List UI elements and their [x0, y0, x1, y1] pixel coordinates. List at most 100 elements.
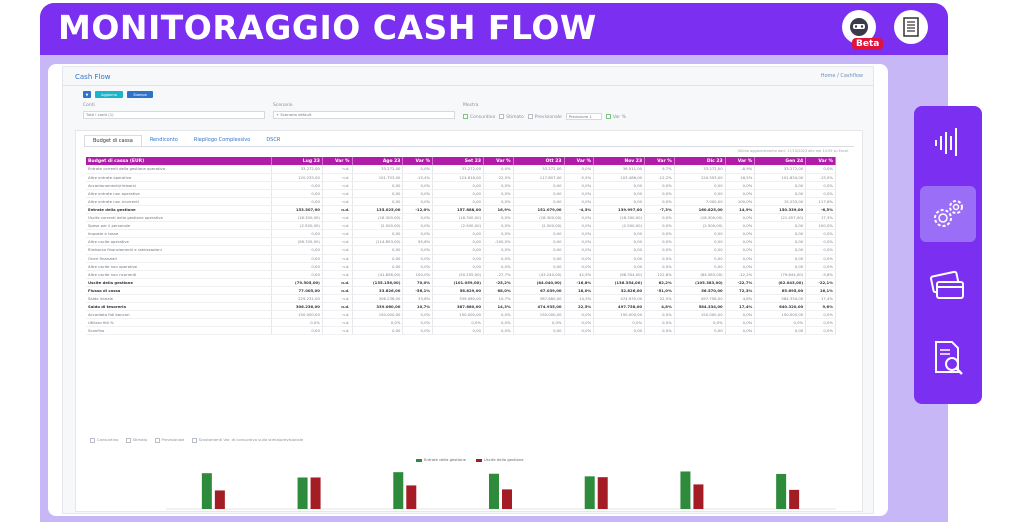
- table-row[interactable]: Altre uscite non ricorrenti 0,00 n.d. (41.8…: [86, 270, 836, 279]
- gears-icon[interactable]: [920, 186, 976, 242]
- table-row[interactable]: Altre uscite non operative 0,00 n.d. 0,00 0,…: [86, 262, 836, 271]
- value-cell: 497.758,00: [674, 294, 726, 304]
- bar-entrate[interactable]: [584, 476, 595, 509]
- var-cell: 0,0%: [725, 213, 756, 223]
- table-row[interactable]: Uscite della gestione (79.505,00) n.d. (135…: [86, 278, 836, 287]
- previsionale-check[interactable]: Previsionale: [527, 113, 562, 120]
- var-cell: n.d.: [322, 237, 353, 247]
- report-search-icon[interactable]: [920, 330, 976, 386]
- value-cell: 0,00: [271, 270, 323, 279]
- bottom-check-previsionale[interactable]: Previsionale: [154, 437, 184, 443]
- tab-rendiconto[interactable]: Rendiconto: [149, 137, 178, 143]
- value-cell: 150.000,00: [513, 310, 565, 320]
- credit-cards-icon[interactable]: [920, 258, 976, 314]
- table-header-cell: Set 23: [432, 157, 484, 165]
- table-row[interactable]: Altre entrate operative 120.235,00 n.d. 101…: [86, 173, 836, 182]
- tab-riepilogo-complessivo[interactable]: Riepilogo Complessivo: [193, 137, 251, 143]
- table-row[interactable]: Accantonamenti/rimborsi 0,00 n.d. 0,00 0,0% 0…: [86, 181, 836, 190]
- value-cell: 0,00: [674, 189, 726, 198]
- bottom-check-consuntivo[interactable]: Consuntivo: [90, 437, 118, 443]
- var-cell: 0,0%: [402, 197, 434, 206]
- bottom-check-scostamenti[interactable]: Scostamenti Var. di consuntivo sulla sti…: [191, 437, 303, 443]
- row-label: Entrate correnti della gestione operativ…: [86, 165, 273, 174]
- tab-dscr[interactable]: DSCR: [266, 137, 281, 143]
- table-row[interactable]: Spese per il personale (2.500,00) n.d. (2.5…: [86, 221, 836, 231]
- bar-uscite[interactable]: [406, 485, 417, 509]
- table-row[interactable]: Entrate della gestione 153.507,00 n.d. 135.…: [86, 205, 836, 215]
- var-cell: 0,0%: [805, 310, 836, 320]
- var-cell: 14,9%: [725, 205, 756, 215]
- table-row[interactable]: Saldo di tesoreria 306.236,00 n.d. 339.060,…: [86, 302, 836, 312]
- bar-entrate[interactable]: [297, 477, 308, 509]
- consuntivo-check[interactable]: Consuntivo: [463, 113, 495, 120]
- var-cell: 0,0%: [725, 189, 756, 198]
- stampa-button[interactable]: Stampa: [127, 91, 153, 98]
- bar-entrate[interactable]: [393, 472, 404, 509]
- value-cell: 0,00: [513, 254, 565, 263]
- var-check[interactable]: Var %: [605, 113, 626, 120]
- table-row[interactable]: Utilizzo fidi % 0,0% n.d. 0,0% 0,0% 0,0% 0,0% 0…: [86, 318, 836, 328]
- value-cell: (58.705,00): [271, 237, 323, 247]
- var-cell: 0,0%: [402, 262, 434, 271]
- value-cell: 0,00: [432, 189, 484, 198]
- value-cell: 0,00: [432, 326, 484, 336]
- table-row[interactable]: Altre entrate non ricorrenti 0,00 n.d. 0,00…: [86, 197, 836, 206]
- var-cell: 0,0%: [402, 254, 434, 263]
- value-cell: 0,00: [674, 326, 726, 336]
- value-cell: (30.255,00): [432, 270, 484, 279]
- side-panel: [914, 106, 982, 404]
- table-row[interactable]: Flusso di cassa 77.005,00 n.d. 33.826,00 -56…: [86, 286, 836, 296]
- var-cell: 0,0%: [483, 326, 514, 336]
- stimato-check[interactable]: Stimato: [499, 113, 524, 120]
- bar-uscite[interactable]: [693, 484, 704, 509]
- var-cell: 0,0%: [402, 213, 434, 223]
- bar-uscite[interactable]: [502, 489, 512, 509]
- bottom-check-stimato[interactable]: Stimato: [125, 437, 147, 443]
- value-cell: 0,00: [432, 262, 484, 271]
- table-header-cell: Var %: [644, 157, 675, 165]
- var-cell: -16,8%: [564, 278, 595, 287]
- value-cell: 0,00: [754, 229, 807, 239]
- bars-icon[interactable]: [920, 114, 976, 170]
- var-cell: n.d.: [322, 245, 353, 255]
- bar-entrate[interactable]: [489, 473, 499, 509]
- var-cell: -51,0%: [644, 286, 675, 296]
- scenario-select[interactable]: + Scenario default: [273, 111, 455, 119]
- breadcrumb[interactable]: Home / Cashflow: [820, 73, 863, 79]
- bar-uscite[interactable]: [310, 477, 321, 509]
- legend-entrate[interactable]: Entrate della gestione: [416, 457, 466, 462]
- table-row[interactable]: Imposte e tasse 0,00 n.d. 0,00 0,0% 0,00 0,0% 0…: [86, 229, 836, 239]
- value-cell: 0,00: [513, 229, 565, 239]
- conti-select[interactable]: Tutti i conti (1): [83, 111, 265, 119]
- bar-entrate[interactable]: [680, 471, 691, 509]
- table-row[interactable]: Rimborso finanziamenti e rateizzazioni 0,…: [86, 245, 836, 255]
- table-row[interactable]: Altre entrate non operative 0,00 n.d. 0,00 0…: [86, 189, 836, 198]
- legend-uscite[interactable]: Uscite della gestione: [475, 457, 524, 462]
- value-cell: 135.025,00: [352, 205, 404, 215]
- table-row[interactable]: Saldo iniziale 229.231,00 n.d. 306.236,00 33…: [86, 294, 836, 304]
- var-cell: n.d.: [322, 173, 353, 182]
- previsione-select[interactable]: Previsione 1: [565, 113, 602, 120]
- table-row[interactable]: Accordato fidi bancari 150.000,00 n.d. 150.…: [86, 310, 836, 320]
- table-row[interactable]: Uscite correnti della gestione operativa…: [86, 213, 836, 223]
- aggiorna-button[interactable]: Aggiorna: [95, 91, 123, 98]
- table-row[interactable]: Oneri finanziari 0,00 n.d. 0,00 0,0% 0,00 0,0%…: [86, 254, 836, 263]
- value-cell: 0,00: [271, 326, 323, 336]
- bar-uscite[interactable]: [789, 489, 800, 509]
- building-icon[interactable]: [894, 10, 928, 44]
- var-cell: -12,0%: [402, 205, 434, 215]
- table-row[interactable]: Altre uscite operative (58.705,00) n.d. (11…: [86, 237, 836, 247]
- bar-entrate[interactable]: [201, 473, 212, 509]
- value-cell: 0,00: [271, 181, 323, 190]
- var-cell: -6,5%: [805, 205, 836, 215]
- var-cell: 0,0%: [564, 181, 595, 190]
- filter-button[interactable]: ▼: [83, 91, 91, 98]
- bar-entrate[interactable]: [776, 473, 787, 509]
- bar-uscite[interactable]: [214, 490, 225, 509]
- table-row[interactable]: Entrate correnti della gestione operativ…: [86, 165, 836, 174]
- var-cell: 0,0%: [644, 254, 675, 263]
- var-cell: 0,0%: [483, 262, 514, 271]
- table-row[interactable]: Sconfino 0,00 n.d. 0,00 0,0% 0,00 0,0% 0,00 0,0%…: [86, 326, 836, 336]
- bar-uscite[interactable]: [597, 477, 608, 509]
- var-cell: 0,0%: [644, 197, 675, 206]
